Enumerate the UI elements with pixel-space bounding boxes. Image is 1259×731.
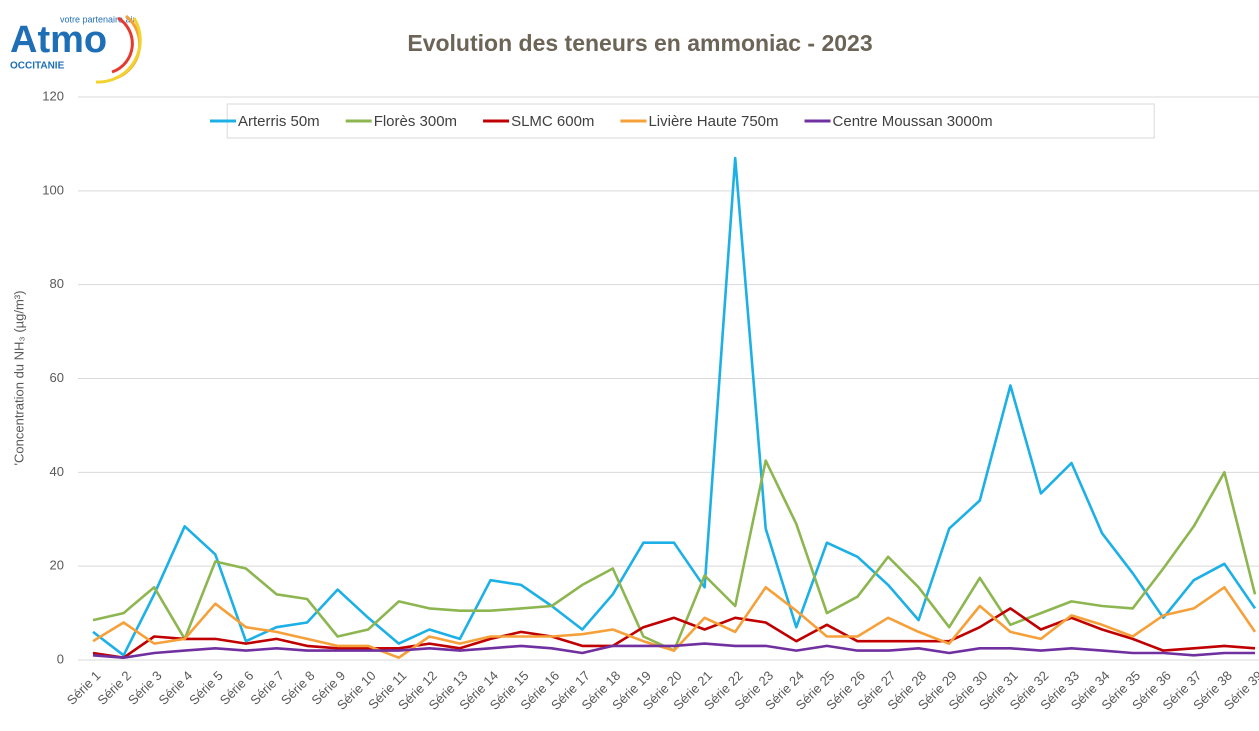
chart-title: Evolution des teneurs en ammoniac - 2023 [407, 30, 872, 56]
y-tick-label: 60 [50, 370, 64, 385]
legend-label: Florès 300m [374, 113, 457, 130]
x-tick-label: Série 3 [125, 668, 165, 708]
logo-tagline: votre partenaire air [60, 14, 136, 24]
x-tick-label: Série 7 [247, 668, 287, 708]
logo: Atmo votre partenaire air OCCITANIE [10, 14, 142, 84]
logo-region: OCCITANIE [10, 61, 65, 72]
series-line [92, 585, 1257, 660]
y-tick-label: 0 [57, 651, 64, 666]
x-tick-label: Série 2 [94, 668, 134, 708]
y-tick-label: 40 [50, 464, 64, 479]
series-line [92, 642, 1255, 660]
logo-name: Atmo [10, 19, 107, 61]
y-tick-label: 80 [50, 276, 64, 291]
logo-arc [95, 17, 142, 84]
x-tick-label: Série 4 [156, 668, 196, 708]
legend: Arterris 50m Florès 300m SLMC 600m Livière … [210, 103, 1155, 139]
legend-label: Centre Moussan 3000m [833, 113, 993, 130]
logo-arc [111, 16, 134, 74]
y-tick-label: 120 [42, 88, 64, 103]
legend-label: Arterris 50m [238, 113, 320, 130]
y-axis-label: 'Concentration du NH₃ (µg/m³) [11, 291, 26, 466]
x-tick-label: Série 1 [64, 668, 104, 708]
legend-label: SLMC 600m [511, 113, 594, 130]
y-tick-label: 100 [42, 182, 64, 197]
x-tick-label: Série 5 [186, 668, 226, 708]
legend-label: Livière Haute 750m [648, 113, 778, 130]
y-tick-label: 20 [50, 558, 64, 573]
series-line [92, 156, 1257, 657]
x-tick-label: Série 6 [217, 668, 257, 708]
x-tick-label: Série 8 [278, 668, 318, 708]
